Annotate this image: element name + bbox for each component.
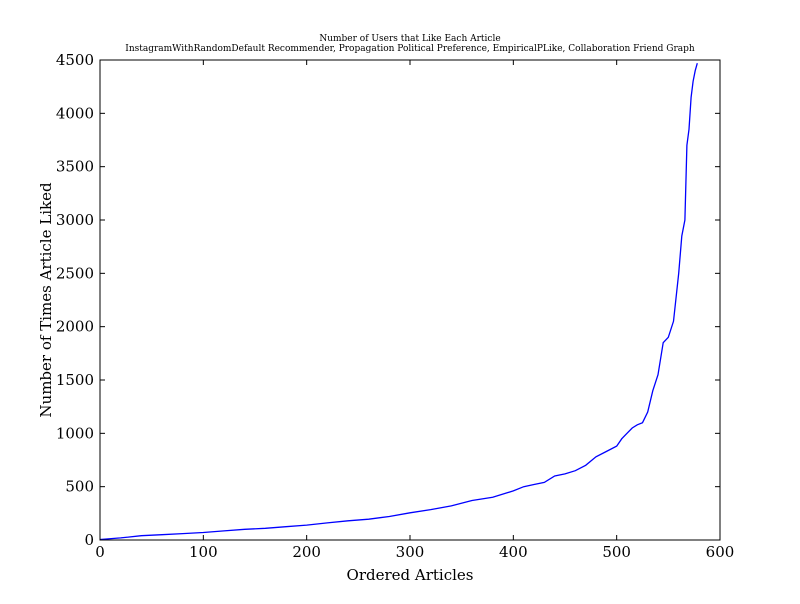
y-tick-label: 3500 (56, 158, 94, 176)
chart-subtitle: InstagramWithRandomDefault Recommender, … (125, 44, 695, 54)
x-tick-label: 600 (706, 543, 735, 561)
chart-title: Number of Users that Like Each Article (319, 34, 501, 44)
x-axis-label: Ordered Articles (347, 566, 474, 584)
x-tick-label: 0 (95, 543, 105, 561)
y-tick-label: 1000 (56, 424, 94, 442)
y-tick-label: 4500 (56, 51, 94, 69)
y-tick-label: 500 (65, 478, 94, 496)
y-tick-label: 2000 (56, 318, 94, 336)
x-tick-label: 300 (396, 543, 425, 561)
y-tick-label: 0 (84, 531, 94, 549)
y-axis-label: Number of Times Article Liked (37, 182, 55, 418)
y-tick-label: 2500 (56, 264, 94, 282)
plot-frame (99, 59, 721, 541)
y-tick-label: 4000 (56, 104, 94, 122)
y-tick-label: 1500 (56, 371, 94, 389)
x-tick-label: 100 (189, 543, 218, 561)
x-tick-label: 500 (602, 543, 631, 561)
y-tick-label: 3000 (56, 211, 94, 229)
series-line-0 (99, 63, 698, 541)
x-tick-label: 400 (499, 543, 528, 561)
x-tick-label: 200 (292, 543, 321, 561)
